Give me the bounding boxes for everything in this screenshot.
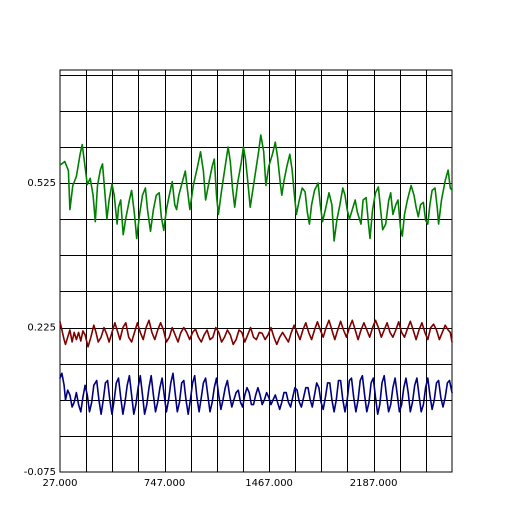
series-line-2 xyxy=(59,319,453,348)
x-tick-label: 747.000 xyxy=(144,478,185,489)
x-tick-label: 27.000 xyxy=(43,478,78,489)
y-tick-label: -0.075 xyxy=(24,467,56,478)
plot-frame xyxy=(59,69,453,473)
x-tick-label: 2187.000 xyxy=(350,478,398,489)
x-axis-tick-labels: 27.000 747.000 1467.000 2187.000 xyxy=(43,478,398,489)
series-line-1 xyxy=(59,134,453,242)
series-layer xyxy=(59,134,453,415)
x-tick-label: 1467.000 xyxy=(245,478,293,489)
x-gridlines xyxy=(86,70,427,472)
y-tick-label: 0.525 xyxy=(27,178,56,189)
y-tick-label: 0.225 xyxy=(27,323,56,334)
series-line-3 xyxy=(59,372,453,415)
y-axis-tick-labels: -0.075 0.225 0.525 xyxy=(24,178,56,478)
